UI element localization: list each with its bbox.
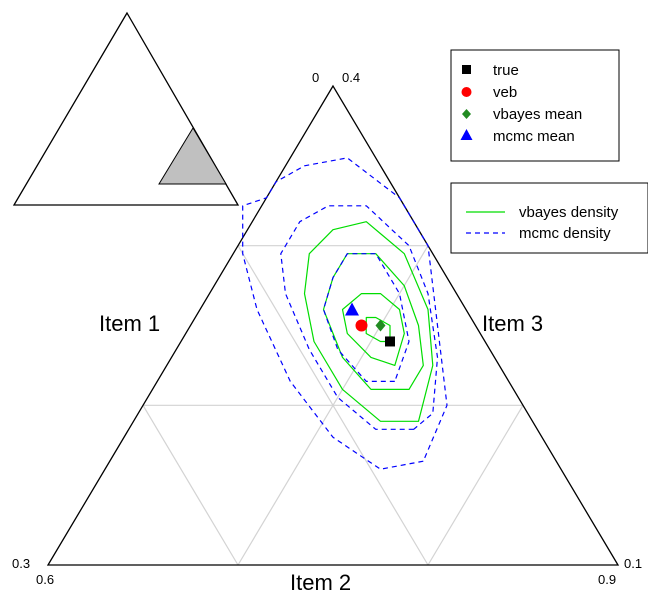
grid-line	[237, 245, 429, 566]
axis-title-item2: Item 2	[290, 570, 351, 595]
corner-right-label-2: 0.9	[598, 572, 616, 587]
inset-simplex	[12, 11, 240, 206]
legend-mcmc-mean-label: mcmc mean	[493, 128, 575, 145]
legend-true-symbol	[462, 65, 471, 74]
legend-vbayes-density-label: vbayes density	[519, 204, 619, 221]
mcmc-mean-point	[345, 302, 359, 316]
veb-point	[355, 319, 368, 332]
vbayes-density-contour	[341, 293, 405, 366]
corner-left-label-1: 0.3	[12, 556, 30, 571]
legend-veb-label: veb	[493, 84, 517, 101]
legend-veb-symbol	[461, 87, 472, 97]
vbayes-density-contour	[322, 253, 424, 390]
mcmc-density-contour	[322, 253, 410, 382]
legend-lines-box	[450, 182, 648, 254]
legend-lines: vbayes density mcmc density	[450, 182, 648, 254]
legend-markers: true veb vbayes mean mcmc mean	[450, 49, 620, 162]
grid-line	[427, 405, 524, 566]
axis-title-item1: Item 1	[99, 311, 160, 336]
corner-right-label-1: 0.1	[624, 556, 642, 571]
true-point	[385, 336, 395, 347]
corner-top-label-2: 0.4	[342, 70, 360, 85]
corner-top-label-1: 0	[312, 70, 319, 85]
legend-vbayes-mean-label: vbayes mean	[493, 106, 582, 123]
legend-mcmc-mean-symbol	[460, 129, 473, 140]
inset-zoom-region	[158, 127, 227, 185]
data-points	[345, 302, 395, 347]
mcmc-density-contour	[280, 205, 439, 430]
legend-vbayes-mean-symbol	[462, 109, 471, 119]
legend-mcmc-density-label: mcmc density	[519, 225, 611, 242]
corner-left-label-2: 0.6	[36, 572, 54, 587]
mcmc-density-contour	[242, 157, 448, 470]
grid-line	[142, 405, 239, 566]
grid-lines	[142, 245, 524, 566]
axis-title-item3: Item 3	[482, 311, 543, 336]
legend-markers-box	[450, 49, 620, 162]
vbayes-density-contour	[303, 221, 434, 422]
main-triangle	[46, 84, 620, 566]
legend-true-label: true	[493, 62, 519, 79]
vbayes-mean-point	[375, 319, 386, 332]
density-contours	[242, 157, 448, 470]
